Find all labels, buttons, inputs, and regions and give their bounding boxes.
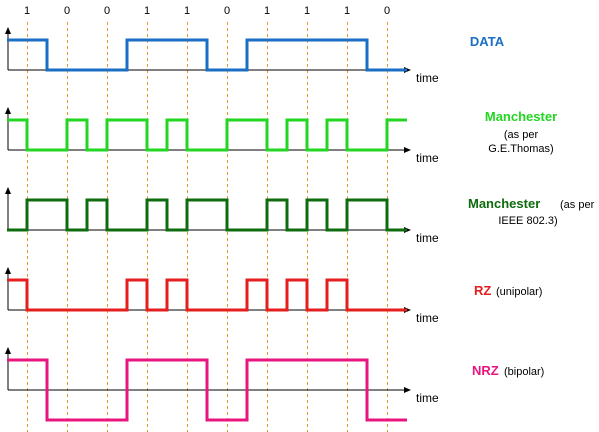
y-axis-arrowhead xyxy=(5,27,11,34)
bit-label: 1 xyxy=(24,5,30,17)
signal-note: IEEE 802.3) xyxy=(498,215,557,227)
waveform-rz xyxy=(7,278,407,312)
time-axis-label: time xyxy=(416,151,439,165)
bit-label: 0 xyxy=(64,5,70,17)
signal-note: (bipolar) xyxy=(504,366,544,378)
signal-note: (as per xyxy=(504,129,539,141)
signal-panels: time time time time time xyxy=(5,27,439,422)
time-axis-label: time xyxy=(416,231,439,245)
signal-name: Manchester xyxy=(468,196,540,211)
time-axis-label: time xyxy=(416,71,439,85)
label-rz: RZ (unipolar) xyxy=(474,283,542,298)
waveform-data xyxy=(7,38,407,72)
signal-panel-data: time xyxy=(5,27,439,85)
signal-note: (unipolar) xyxy=(496,286,542,298)
y-axis-arrowhead xyxy=(5,107,11,114)
x-axis-arrowhead xyxy=(404,147,411,153)
signal-name: NRZ xyxy=(472,363,499,378)
signal-note: (as per xyxy=(560,199,595,211)
signal-panel-nrz: time xyxy=(5,347,439,422)
bit-label: 0 xyxy=(104,5,110,17)
time-axis-label: time xyxy=(416,311,439,325)
signal-panel-rz: time xyxy=(5,267,439,325)
signal-name: RZ xyxy=(474,283,491,298)
bit-label: 0 xyxy=(384,5,390,17)
bit-label: 1 xyxy=(144,5,150,17)
signal-panel-manchester_thomas: time xyxy=(5,107,439,165)
signal-panel-manchester_ieee: time xyxy=(5,187,439,245)
x-axis-arrowhead xyxy=(404,387,411,393)
signal-name: DATA xyxy=(470,34,505,49)
bit-label: 1 xyxy=(304,5,310,17)
waveform-manchester_thomas xyxy=(7,118,407,152)
label-manchester_thomas: Manchester (as per G.E.Thomas) xyxy=(485,109,557,155)
bit-label: 1 xyxy=(344,5,350,17)
bit-label: 1 xyxy=(184,5,190,17)
y-axis-arrowhead xyxy=(5,347,11,354)
signal-note: G.E.Thomas) xyxy=(488,143,553,155)
label-data: DATA xyxy=(470,34,505,49)
bit-label: 0 xyxy=(224,5,230,17)
y-axis-arrowhead xyxy=(5,187,11,194)
waveform-nrz xyxy=(7,358,407,422)
bit-sequence-labels: 1 0 0 1 1 0 1 1 1 0 xyxy=(24,5,390,17)
y-axis-arrowhead xyxy=(5,267,11,274)
time-axis-label: time xyxy=(416,391,439,405)
bit-label: 1 xyxy=(264,5,270,17)
label-nrz: NRZ (bipolar) xyxy=(472,363,544,378)
signal-name: Manchester xyxy=(485,109,557,124)
waveform-manchester_ieee xyxy=(7,198,407,232)
